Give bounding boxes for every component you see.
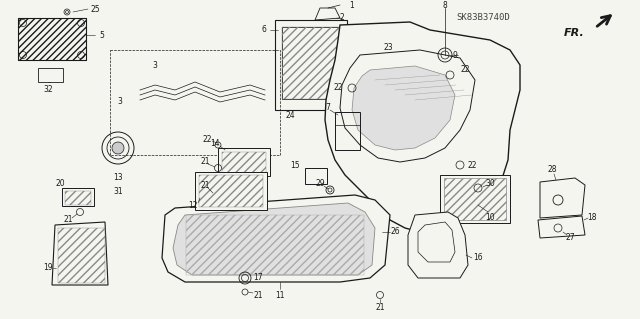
Text: 6: 6 <box>262 26 266 34</box>
Bar <box>282 27 340 99</box>
Text: SK83B3740D: SK83B3740D <box>456 13 510 22</box>
Polygon shape <box>162 195 390 282</box>
Text: 2: 2 <box>340 13 344 23</box>
Bar <box>58 228 105 283</box>
Polygon shape <box>408 212 468 278</box>
Bar <box>335 112 360 150</box>
Bar <box>195 172 267 210</box>
Text: 31: 31 <box>113 188 123 197</box>
Polygon shape <box>173 203 375 275</box>
Text: 3: 3 <box>118 98 122 107</box>
Bar <box>186 215 364 275</box>
Text: 21: 21 <box>253 291 263 300</box>
Bar <box>18 18 86 60</box>
Polygon shape <box>540 178 585 218</box>
Text: 18: 18 <box>588 213 596 222</box>
Bar <box>65 191 91 205</box>
Text: 16: 16 <box>473 254 483 263</box>
Bar <box>282 27 340 99</box>
Bar <box>18 18 86 60</box>
Text: 23: 23 <box>383 43 393 53</box>
Text: 10: 10 <box>485 213 495 222</box>
Text: FR.: FR. <box>564 28 585 38</box>
Text: 22: 22 <box>202 136 212 145</box>
Polygon shape <box>325 22 520 232</box>
Text: 22: 22 <box>333 84 343 93</box>
Text: 13: 13 <box>113 174 123 182</box>
Bar <box>275 20 347 110</box>
Text: 32: 32 <box>43 85 53 93</box>
Polygon shape <box>340 50 475 162</box>
Polygon shape <box>52 222 108 285</box>
Text: 15: 15 <box>290 160 300 169</box>
Circle shape <box>112 142 124 154</box>
Text: 21: 21 <box>200 181 210 189</box>
Text: 9: 9 <box>452 50 458 60</box>
Bar <box>218 148 270 176</box>
Text: 26: 26 <box>390 227 400 236</box>
Text: 27: 27 <box>565 234 575 242</box>
Bar <box>38 68 63 82</box>
Text: 30: 30 <box>485 179 495 188</box>
Text: 28: 28 <box>547 166 557 174</box>
Text: 24: 24 <box>285 110 295 120</box>
Text: 11: 11 <box>275 291 285 300</box>
Bar <box>444 178 506 220</box>
Text: 8: 8 <box>443 1 447 10</box>
Text: 25: 25 <box>90 4 100 13</box>
Text: 14: 14 <box>210 139 220 149</box>
Bar <box>305 168 327 184</box>
Text: 12: 12 <box>188 201 198 210</box>
Bar <box>440 175 510 223</box>
Bar <box>62 188 94 206</box>
Text: 22: 22 <box>467 160 477 169</box>
Text: 17: 17 <box>253 273 263 283</box>
Text: 1: 1 <box>349 1 355 10</box>
Text: 19: 19 <box>43 263 53 272</box>
Text: 7: 7 <box>326 103 330 113</box>
Polygon shape <box>538 216 585 238</box>
Polygon shape <box>352 66 455 150</box>
Text: 22: 22 <box>460 65 470 75</box>
Text: 29: 29 <box>315 179 325 188</box>
Text: 5: 5 <box>100 31 104 40</box>
Text: 21: 21 <box>63 216 73 225</box>
Bar <box>222 152 266 174</box>
Text: 20: 20 <box>55 179 65 188</box>
Text: 21: 21 <box>200 158 210 167</box>
Text: 21: 21 <box>375 303 385 313</box>
Text: 3: 3 <box>152 61 157 70</box>
Bar <box>199 175 263 207</box>
